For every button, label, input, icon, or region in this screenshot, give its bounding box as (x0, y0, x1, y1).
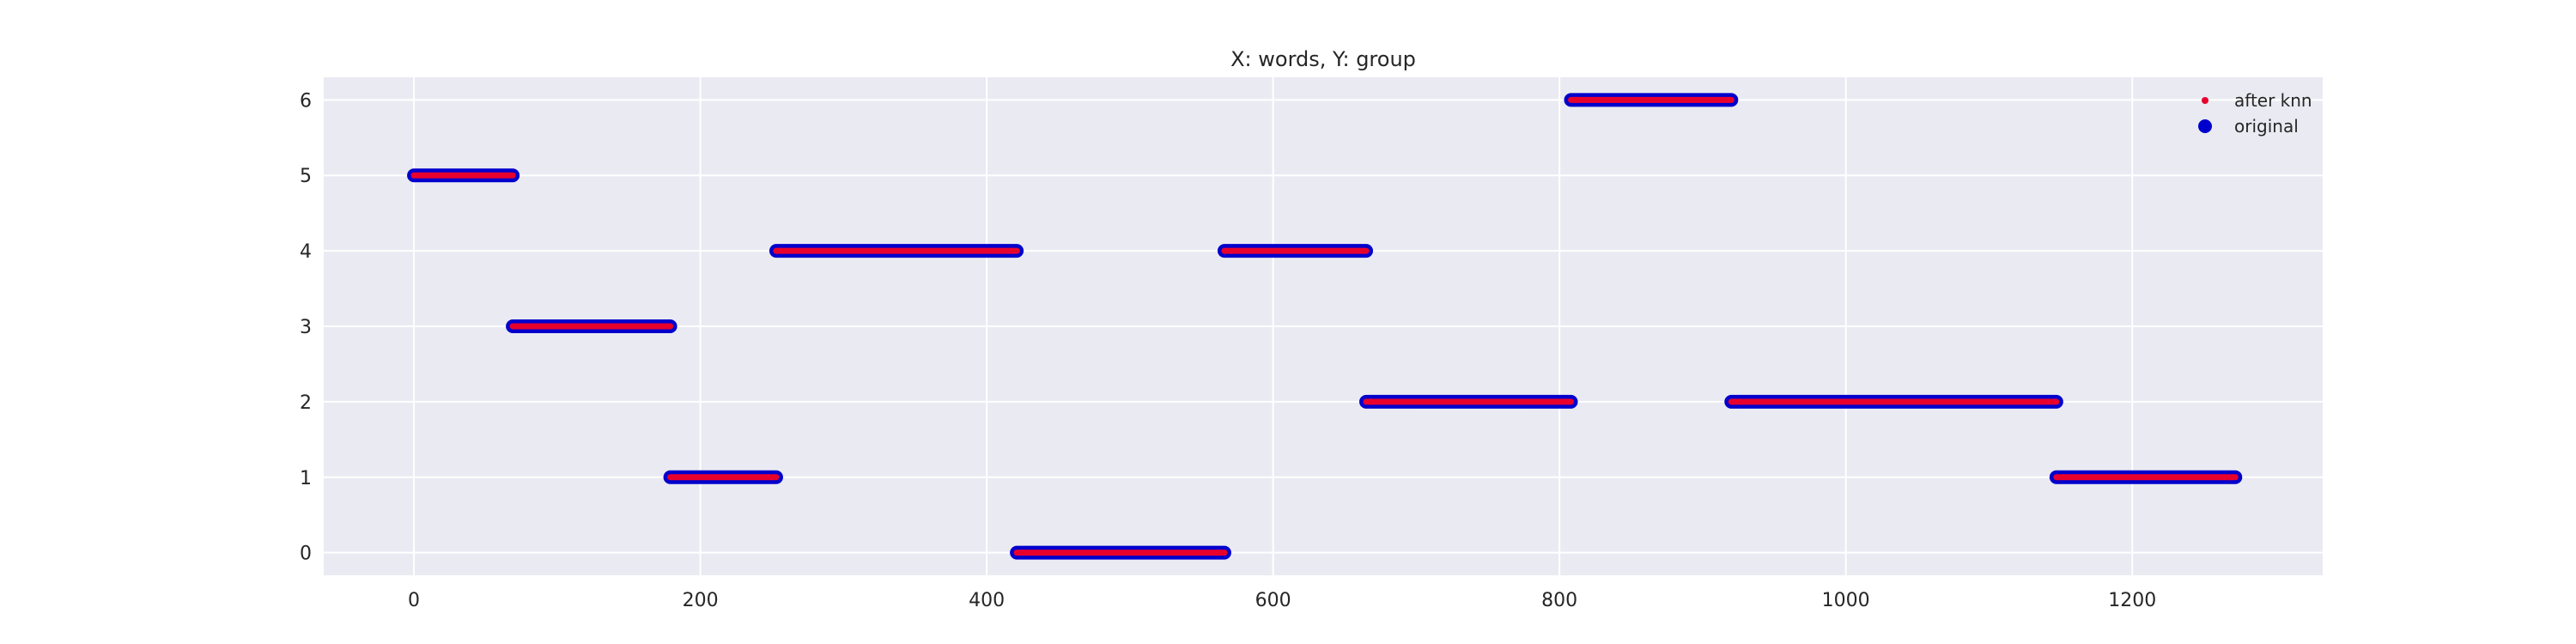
tick-labels: 0 200 400 600 800 1000 1200 0 1 2 3 4 5 6 (300, 90, 2156, 611)
x-tick-label: 1200 (2108, 590, 2156, 611)
y-tick-label: 4 (300, 241, 312, 263)
y-tick-label: 5 (300, 166, 312, 187)
y-tick-label: 2 (300, 392, 312, 414)
x-tick-label: 400 (969, 590, 1005, 611)
x-tick-label: 600 (1255, 590, 1291, 611)
x-tick-label: 1000 (1822, 590, 1870, 611)
x-tick-label: 200 (683, 590, 719, 611)
legend-marker-after-knn (2202, 97, 2208, 104)
x-tick-label: 0 (408, 590, 420, 611)
y-tick-label: 3 (300, 317, 312, 338)
y-tick-label: 1 (300, 468, 312, 489)
y-tick-label: 6 (300, 90, 312, 112)
x-tick-label: 800 (1541, 590, 1577, 611)
series-layer (407, 93, 2243, 560)
legend-label-original: original (2234, 116, 2299, 137)
y-tick-label: 0 (300, 544, 312, 565)
legend: after knn original (2198, 90, 2312, 137)
legend-label-after-knn: after knn (2234, 90, 2312, 111)
legend-marker-original (2198, 119, 2212, 133)
chart-title: X: words, Y: group (1230, 47, 1416, 71)
